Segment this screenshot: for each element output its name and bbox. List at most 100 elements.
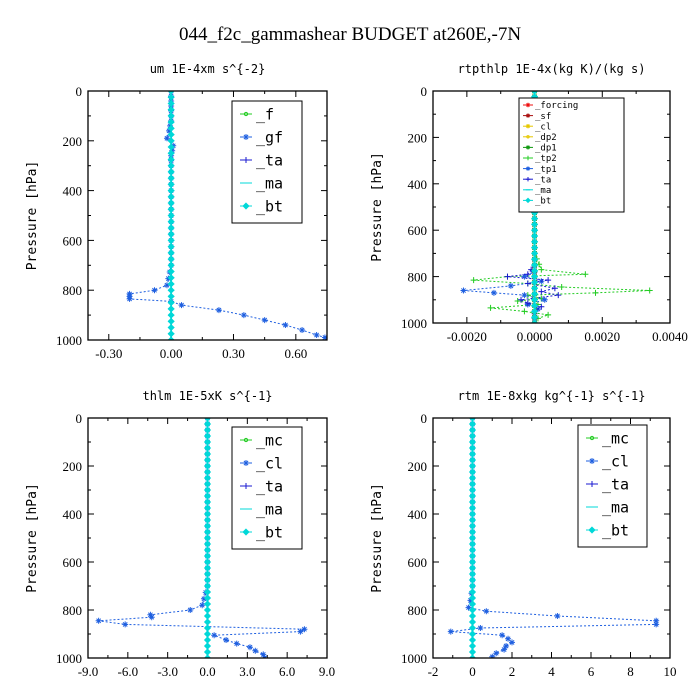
y-tick-label: 200 xyxy=(408,130,428,145)
legend-swatch-marker xyxy=(243,460,249,466)
legend-swatch-marker xyxy=(525,113,531,118)
data-point xyxy=(301,626,308,633)
data-point xyxy=(503,643,510,649)
x-tick-label: -0.30 xyxy=(95,346,122,361)
legend-label: _ma xyxy=(256,500,283,518)
data-point xyxy=(252,647,259,654)
series-bt xyxy=(167,91,175,340)
plot-frame xyxy=(87,417,328,659)
legend-entry: _cl xyxy=(523,122,551,132)
data-point xyxy=(653,617,660,624)
legend-label: _ta xyxy=(256,477,283,495)
data-point xyxy=(447,628,454,635)
legend-label: _cl xyxy=(256,454,283,472)
x-tick-label: 0.0 xyxy=(199,664,215,679)
legend-swatch-marker xyxy=(243,134,249,140)
plot-frame xyxy=(87,90,328,341)
legend-entry: _sf xyxy=(523,112,551,122)
legend-entry: _forcing xyxy=(523,101,578,111)
legend-entry: _ta xyxy=(586,475,629,493)
data-point xyxy=(203,618,212,626)
plot-area xyxy=(95,418,308,658)
data-point xyxy=(167,305,175,313)
data-point xyxy=(467,597,474,604)
legend-entry: _ta xyxy=(523,175,551,185)
data-point xyxy=(167,286,175,294)
y-tick-label: 800 xyxy=(408,603,428,618)
y-tick-label: 0 xyxy=(421,411,428,426)
data-point xyxy=(167,311,175,319)
y-tick-label: 1000 xyxy=(56,333,82,348)
data-point xyxy=(203,606,212,614)
legend-label: _bt xyxy=(256,523,283,541)
chart-panel-4: rtm 1E-8xkg kg^{-1} s^{-1} Pressure [hPa]… xyxy=(370,389,677,679)
legend-swatch-marker xyxy=(589,458,595,464)
data-point xyxy=(531,319,539,323)
legend-label: _bt xyxy=(535,197,551,207)
legend-entry: _f xyxy=(240,105,274,123)
legend-label: _ma xyxy=(535,186,551,196)
legend-entry: _tp2 xyxy=(523,154,557,164)
data-point xyxy=(167,292,175,300)
legend-label: _f xyxy=(256,105,274,123)
data-point xyxy=(203,654,212,658)
chart-panel-3: thlm 1E-5xK s^{-1} Pressure [hPa] 0 200 400 6… xyxy=(25,389,335,679)
y-tick-label: 600 xyxy=(408,555,428,570)
data-point xyxy=(505,635,512,642)
data-point xyxy=(551,285,558,292)
legend-swatch-marker xyxy=(243,483,249,489)
data-point xyxy=(545,311,552,318)
y-axis-label: Pressure [hPa] xyxy=(25,483,40,593)
y-tick-label: 800 xyxy=(63,603,83,618)
x-tick-label: 6 xyxy=(588,664,595,679)
x-tick-label: -9.0 xyxy=(78,664,99,679)
legend-label: _ta xyxy=(256,151,283,169)
y-tick-label: 200 xyxy=(63,459,83,474)
legend-swatch-marker xyxy=(525,155,531,161)
y-tick-label: 200 xyxy=(63,134,83,149)
plot-area xyxy=(447,418,660,658)
data-point xyxy=(493,650,500,657)
data-point xyxy=(501,646,508,653)
data-point xyxy=(163,282,170,289)
figure-title: 044_f2c_gammashear BUDGET at260E,-7N xyxy=(179,24,521,45)
y-tick-label: 0 xyxy=(76,411,83,426)
series-line xyxy=(463,91,545,323)
legend-label: _gf xyxy=(256,128,283,146)
data-point xyxy=(165,275,172,282)
data-point xyxy=(489,653,496,658)
legend-entry: _cl xyxy=(240,454,283,472)
data-point xyxy=(203,612,212,620)
legend-label: _ta xyxy=(602,475,629,493)
legend-swatch-marker xyxy=(589,435,595,441)
legend-swatch-marker xyxy=(526,135,530,139)
legend-label: _sf xyxy=(535,112,551,122)
data-point xyxy=(653,621,660,628)
legend-label: _ma xyxy=(256,174,283,192)
legend-box xyxy=(231,426,303,550)
data-point xyxy=(200,595,207,602)
y-axis-label: Pressure [hPa] xyxy=(25,161,40,271)
data-point xyxy=(167,330,175,338)
data-point xyxy=(223,637,230,643)
legend: _forcing_sf_cl_dp2_dp1_tp2_tp1_ta_ma_bt xyxy=(518,97,625,213)
y-tick-label: 200 xyxy=(408,459,428,474)
data-point xyxy=(504,273,511,280)
legend-entry: _ma xyxy=(523,186,551,196)
data-point xyxy=(261,317,268,324)
legend-entry: _bt xyxy=(586,521,629,539)
legend-entry: _bt xyxy=(240,523,283,541)
data-point xyxy=(490,289,497,296)
legend: _mc _cl _ta _ma _bt xyxy=(231,426,303,550)
data-point xyxy=(545,277,552,284)
x-tick-label: -6.0 xyxy=(118,664,139,679)
x-tick-label: -3.0 xyxy=(157,664,178,679)
panel-title: um 1E-4xm s^{-2} xyxy=(150,62,266,76)
legend-label: _ma xyxy=(602,498,629,516)
legend-entry: _ma xyxy=(586,498,629,516)
data-point xyxy=(507,282,514,289)
y-tick-label: 0 xyxy=(421,84,428,99)
data-point xyxy=(166,127,173,134)
data-point xyxy=(313,332,320,339)
y-axis-label: Pressure [hPa] xyxy=(370,152,385,262)
